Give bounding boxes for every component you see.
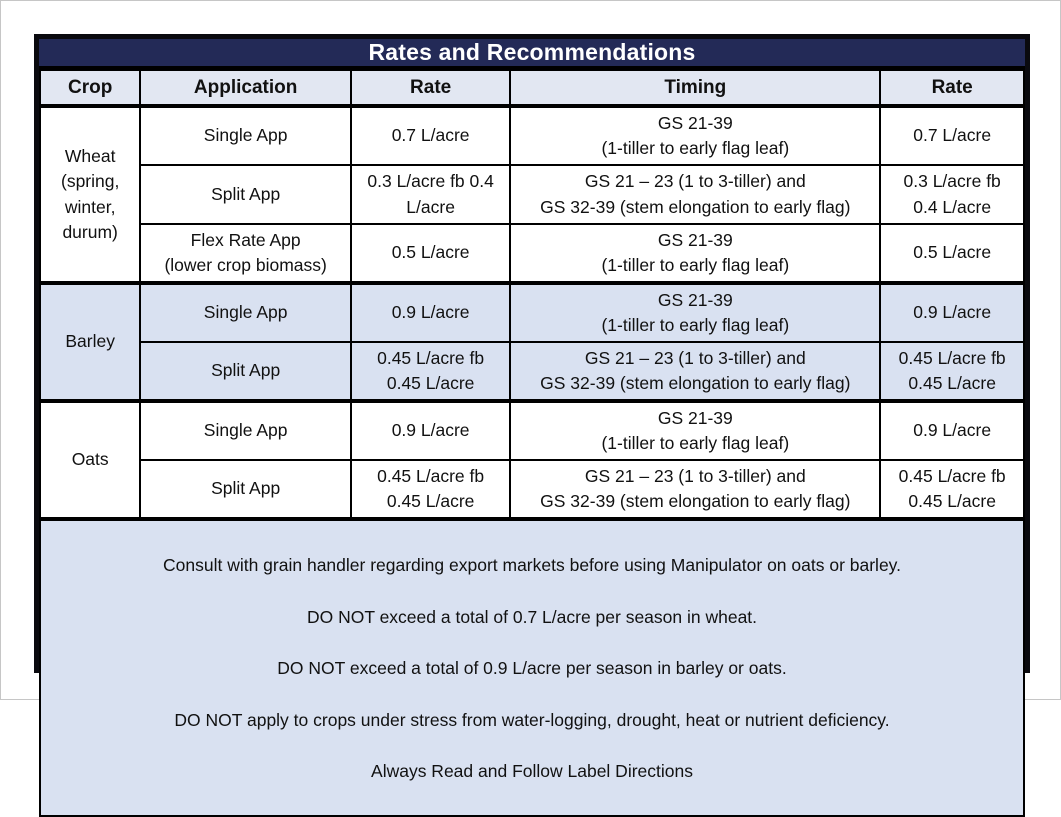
cell-application: Single App	[139, 104, 352, 166]
cell-timing: GS 21-39 (1-tiller to early flag leaf)	[509, 223, 882, 284]
crop-name-cell-oats: Oats	[38, 399, 142, 520]
cell-application: Single App	[139, 399, 352, 461]
cell-rate-right: 0.9 L/acre	[879, 399, 1025, 461]
cell-rate-right: 0.45 L/acre fb 0.45 L/acre	[879, 341, 1025, 402]
table-row-oats-split: Split App 0.45 L/acre fb 0.45 L/acre GS …	[40, 459, 1025, 520]
table-row-wheat-single: Wheat (spring, winter, durum) Single App…	[38, 104, 1025, 284]
crop-name-cell-barley: Barley	[38, 281, 142, 402]
table-row-wheat-flex: Flex Rate App (lower crop biomass) 0.5 L…	[40, 223, 1025, 284]
cell-timing: GS 21 – 23 (1 to 3-tiller) and GS 32-39 …	[509, 341, 882, 402]
rates-recommendations-table: Rates and Recommendations Crop Applicati…	[34, 34, 1030, 817]
cell-rate-right: 0.3 L/acre fb 0.4 L/acre	[879, 164, 1025, 225]
header-row: Crop Application Rate Timing Rate	[38, 69, 1025, 108]
footer-line-stress-warning: DO NOT apply to crops under stress from …	[174, 709, 890, 730]
crop-name-cell-wheat: Wheat (spring, winter, durum)	[38, 104, 142, 284]
cell-application: Single App	[139, 281, 352, 343]
cell-rate: 0.45 L/acre fb 0.45 L/acre	[349, 459, 512, 520]
column-header-application: Application	[139, 69, 352, 108]
footer-line-label-directions: Always Read and Follow Label Directions	[371, 760, 693, 781]
cell-rate: 0.7 L/acre	[349, 104, 512, 166]
cell-rate: 0.45 L/acre fb 0.45 L/acre	[349, 341, 512, 402]
cell-rate: 0.3 L/acre fb 0.4 L/acre	[349, 164, 512, 225]
cell-rate: 0.9 L/acre	[349, 399, 512, 461]
rates-table: Crop Application Rate Timing Rate Wheat …	[38, 69, 1025, 817]
table-title: Rates and Recommendations	[368, 39, 696, 65]
table-row-barley-split: Split App 0.45 L/acre fb 0.45 L/acre GS …	[40, 341, 1025, 402]
footer-line-wheat-max: DO NOT exceed a total of 0.7 L/acre per …	[306, 606, 758, 627]
cell-rate-right: 0.7 L/acre	[879, 104, 1025, 166]
cell-application: Split App	[139, 164, 352, 225]
cell-rate: 0.5 L/acre	[349, 223, 512, 284]
column-header-crop: Crop	[38, 69, 142, 108]
column-header-rate: Rate	[349, 69, 512, 108]
cell-application: Flex Rate App (lower crop biomass)	[139, 223, 352, 284]
cell-timing: GS 21-39 (1-tiller to early flag leaf)	[509, 281, 882, 343]
cell-application: Split App	[139, 459, 352, 520]
cell-timing: GS 21 – 23 (1 to 3-tiller) and GS 32-39 …	[509, 459, 882, 520]
cell-timing: GS 21-39 (1-tiller to early flag leaf)	[509, 104, 882, 166]
cell-timing: GS 21 – 23 (1 to 3-tiller) and GS 32-39 …	[509, 164, 882, 225]
cell-application: Split App	[139, 341, 352, 402]
cell-rate-right: 0.45 L/acre fb 0.45 L/acre	[879, 459, 1025, 520]
footer-line-barley-oats-max: DO NOT exceed a total of 0.9 L/acre per …	[277, 658, 787, 679]
cell-rate: 0.9 L/acre	[349, 281, 512, 343]
footer-row: Consult with grain handler regarding exp…	[39, 516, 1025, 817]
table-row-oats-single: Oats Single App 0.9 L/acre GS 21-39 (1-t…	[38, 399, 1025, 520]
column-header-timing: Timing	[509, 69, 882, 108]
footer-notes-cell: Consult with grain handler regarding exp…	[39, 516, 1025, 817]
cell-rate-right: 0.9 L/acre	[879, 281, 1025, 343]
column-header-rate-right: Rate	[879, 69, 1025, 108]
cell-timing: GS 21-39 (1-tiller to early flag leaf)	[509, 399, 882, 461]
table-row-wheat-split: Split App 0.3 L/acre fb 0.4 L/acre GS 21…	[40, 164, 1025, 225]
table-title-bar: Rates and Recommendations	[39, 39, 1025, 69]
table-row-barley-single: Barley Single App 0.9 L/acre GS 21-39 (1…	[38, 281, 1025, 402]
cell-rate-right: 0.5 L/acre	[879, 223, 1025, 284]
footer-line-consult: Consult with grain handler regarding exp…	[163, 555, 901, 576]
